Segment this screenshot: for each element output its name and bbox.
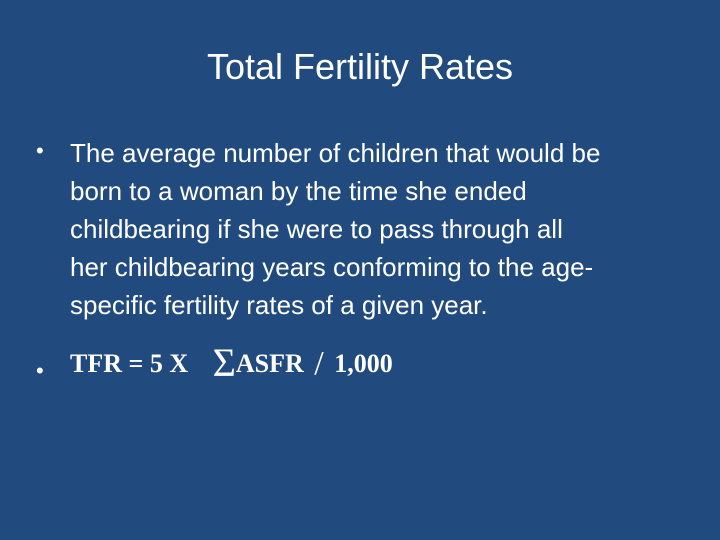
bullet-marker: • — [36, 138, 44, 163]
division-slash: / — [314, 345, 324, 382]
sigma-symbol: Σ — [212, 340, 236, 385]
definition-line-1: The average number of children that woul… — [70, 138, 601, 168]
formula-bullet: • TFR = 5 X ΣASFR / 1,000 — [36, 340, 686, 387]
slide-title: Total Fertility Rates — [206, 46, 514, 87]
formula-divisor: 1,000 — [334, 349, 393, 378]
definition-line-2: born to a woman by the time she ended — [70, 176, 527, 206]
definition-bullet: • The average number of children that wo… — [36, 134, 686, 324]
bullet-list: • The average number of children that wo… — [36, 134, 686, 387]
formula-term: ASFR — [235, 349, 304, 378]
bullet-marker: • — [36, 358, 44, 383]
definition-line-3: childbearing if she were to pass through… — [70, 214, 563, 244]
definition-line-5: specific fertility rates of a given year… — [70, 290, 488, 320]
formula-lhs: TFR = 5 X — [70, 349, 189, 378]
definition-line-4: her childbearing years conforming to the… — [70, 252, 594, 282]
